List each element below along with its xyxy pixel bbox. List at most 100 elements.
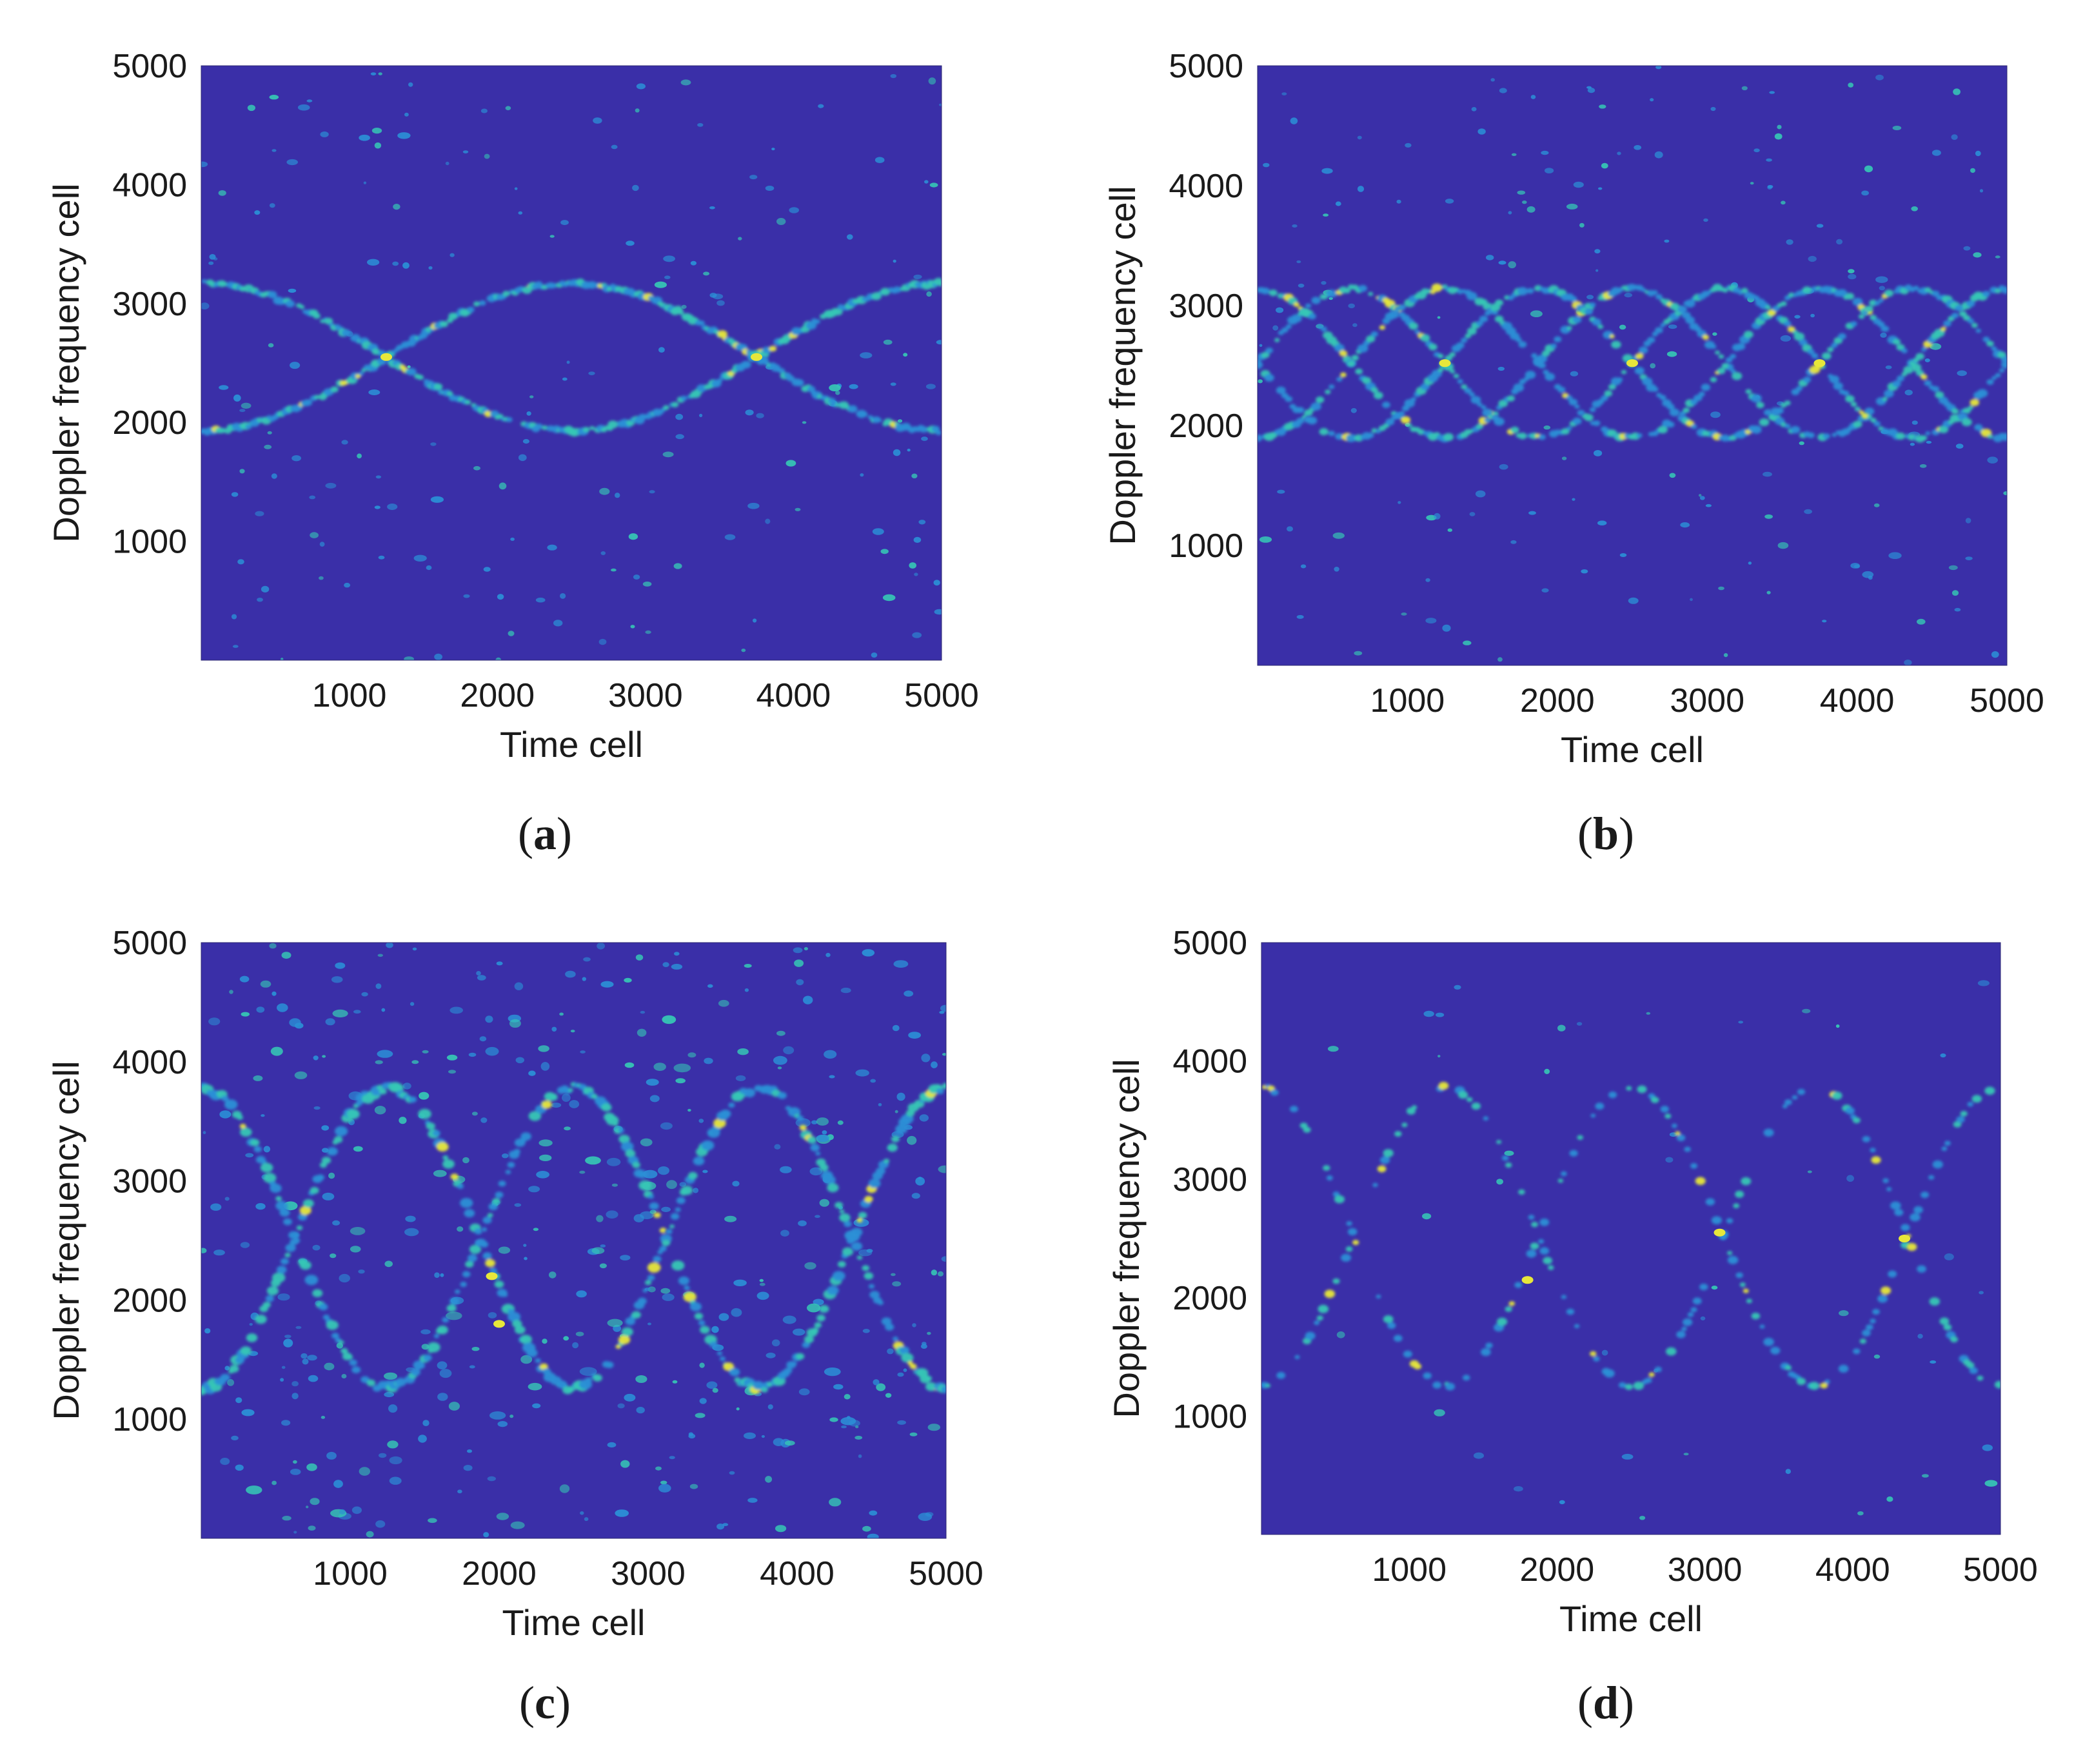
noise-speckle bbox=[388, 1404, 398, 1413]
trace-blob bbox=[1928, 1175, 1935, 1180]
trace-blob bbox=[1294, 1355, 1300, 1359]
noise-speckle bbox=[1987, 456, 1998, 464]
trace-blob bbox=[620, 1141, 634, 1152]
noise-speckle bbox=[1973, 252, 1982, 258]
noise-speckle bbox=[1290, 117, 1298, 124]
noise-speckle bbox=[374, 142, 382, 149]
trace-blob bbox=[549, 282, 557, 289]
y-tick-label: 4000 bbox=[112, 1044, 187, 1081]
noise-speckle bbox=[231, 492, 239, 497]
trace-blob bbox=[1494, 417, 1505, 426]
noise-speckle bbox=[819, 1199, 830, 1207]
noise-speckle bbox=[776, 218, 786, 225]
trace-blob bbox=[941, 1386, 946, 1393]
noise-speckle bbox=[660, 1480, 667, 1485]
trace-blob bbox=[1470, 396, 1481, 404]
trace-blob bbox=[1854, 406, 1861, 412]
noise-speckle bbox=[1951, 590, 1959, 596]
trace-blob bbox=[649, 1202, 659, 1210]
noise-speckle bbox=[272, 1480, 277, 1485]
noise-speckle bbox=[308, 1375, 319, 1382]
noise-speckle bbox=[280, 1378, 284, 1382]
noise-speckle bbox=[485, 1046, 499, 1056]
trace-blob bbox=[310, 1187, 319, 1194]
noise-speckle bbox=[775, 1525, 787, 1533]
noise-speckle bbox=[1953, 88, 1961, 95]
trace-blob bbox=[437, 1326, 448, 1335]
noise-speckle bbox=[407, 365, 411, 369]
trace-blob bbox=[671, 402, 679, 407]
trace-blob bbox=[659, 1228, 667, 1233]
noise-speckle bbox=[688, 1432, 694, 1436]
noise-speckle bbox=[378, 555, 385, 560]
noise-speckle bbox=[375, 475, 382, 479]
trace-blob bbox=[760, 1387, 768, 1393]
noise-speckle bbox=[840, 1416, 856, 1426]
trace-blob bbox=[465, 1260, 474, 1268]
trace-blob bbox=[330, 386, 339, 393]
noise-speckle bbox=[462, 150, 469, 154]
noise-speckle bbox=[674, 952, 680, 956]
noise-speckle bbox=[381, 1008, 386, 1012]
trace-blob bbox=[814, 1322, 822, 1328]
trace-blob bbox=[1457, 379, 1463, 384]
noise-speckle bbox=[201, 1248, 207, 1253]
noise-speckle bbox=[637, 1028, 647, 1037]
trace-blob bbox=[720, 1110, 731, 1118]
noise-speckle bbox=[502, 1153, 509, 1159]
noise-speckle bbox=[1566, 203, 1578, 210]
trace-blob bbox=[1323, 1165, 1330, 1171]
y-tick-label: 4000 bbox=[1172, 1043, 1247, 1081]
trace-blob bbox=[1967, 318, 1974, 324]
trace-blob bbox=[321, 1157, 331, 1164]
noise-speckle bbox=[647, 1322, 651, 1326]
noise-speckle bbox=[1323, 213, 1329, 217]
noise-speckle bbox=[679, 1182, 687, 1187]
trace-blob bbox=[1325, 389, 1331, 395]
noise-speckle bbox=[615, 493, 620, 498]
noise-speckle bbox=[666, 1180, 677, 1190]
trace-blob bbox=[1921, 347, 1927, 352]
noise-speckle bbox=[593, 117, 602, 124]
noise-speckle bbox=[671, 963, 683, 970]
trace-blob bbox=[851, 1242, 863, 1251]
trace-blob bbox=[1608, 384, 1616, 390]
trace-blob bbox=[1513, 383, 1525, 392]
noise-speckle bbox=[784, 1440, 795, 1446]
trace-blob bbox=[1345, 1246, 1353, 1252]
trace-blob bbox=[1510, 426, 1519, 434]
trace-blob bbox=[839, 1209, 845, 1213]
noise-speckle bbox=[350, 1246, 361, 1253]
trace-blob bbox=[1372, 1182, 1378, 1188]
trace-blob bbox=[804, 1335, 814, 1344]
noise-speckle bbox=[487, 1476, 496, 1482]
trace-blob bbox=[1852, 298, 1863, 306]
trace-blob bbox=[887, 1143, 898, 1152]
noise-speckle bbox=[271, 473, 277, 479]
noise-speckle bbox=[547, 544, 557, 551]
bright-crossings bbox=[1439, 359, 1826, 368]
trace-blob bbox=[1569, 1150, 1578, 1157]
noise-speckle bbox=[798, 1220, 807, 1226]
noise-speckle bbox=[399, 1117, 407, 1124]
trace-blob bbox=[548, 1093, 558, 1101]
trace-blob bbox=[1336, 377, 1343, 382]
noise-speckle bbox=[1910, 442, 1915, 446]
bright-crossing bbox=[1714, 1228, 1726, 1237]
noise-speckle bbox=[655, 1466, 662, 1471]
trace-blob bbox=[1726, 1218, 1733, 1224]
noise-speckle bbox=[876, 1383, 886, 1391]
trace-blob bbox=[585, 1377, 592, 1383]
noise-speckle bbox=[1528, 511, 1536, 515]
trace-blob bbox=[1961, 418, 1972, 426]
noise-speckle bbox=[524, 1257, 528, 1260]
trace-blob bbox=[1892, 380, 1901, 387]
y-tick-label: 5000 bbox=[112, 48, 187, 85]
trace-blob bbox=[833, 308, 843, 316]
trace-blob bbox=[832, 1271, 845, 1281]
noise-speckle bbox=[1650, 363, 1656, 369]
noise-speckle bbox=[633, 574, 640, 580]
trace-blob bbox=[1677, 306, 1688, 313]
noise-speckle bbox=[782, 1315, 796, 1324]
noise-speckle bbox=[813, 1298, 824, 1306]
